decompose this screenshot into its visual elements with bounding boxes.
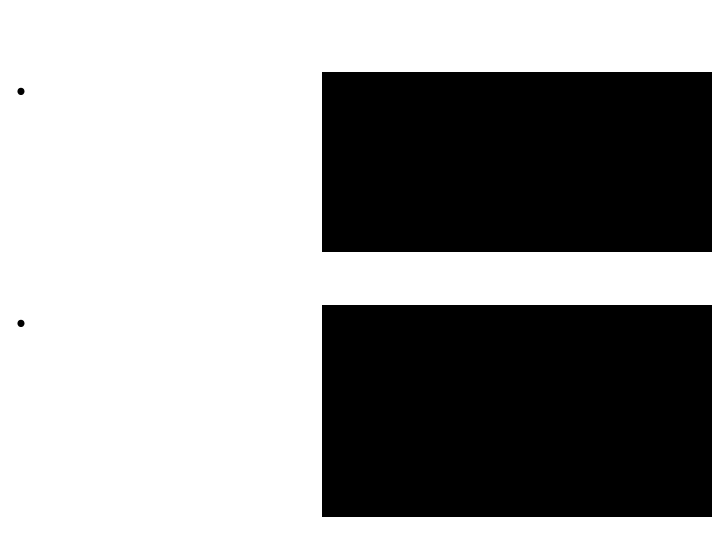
ivanova-heatmap: [322, 72, 712, 252]
col-oct4minus-left: [421, 329, 506, 507]
zhou-heatmap: [322, 305, 712, 517]
panel-right: [529, 329, 700, 507]
bullet-dot: •: [16, 310, 26, 336]
dendrogram-icon: [324, 90, 366, 246]
heatmap-panels: [334, 329, 700, 507]
col-es-right: [529, 329, 614, 507]
heatmap-columns: [370, 90, 706, 246]
col-es-left: [334, 329, 419, 507]
bullet-dot: •: [16, 78, 26, 104]
panel-left: [334, 329, 505, 507]
col-oct4minus-right: [616, 329, 701, 507]
